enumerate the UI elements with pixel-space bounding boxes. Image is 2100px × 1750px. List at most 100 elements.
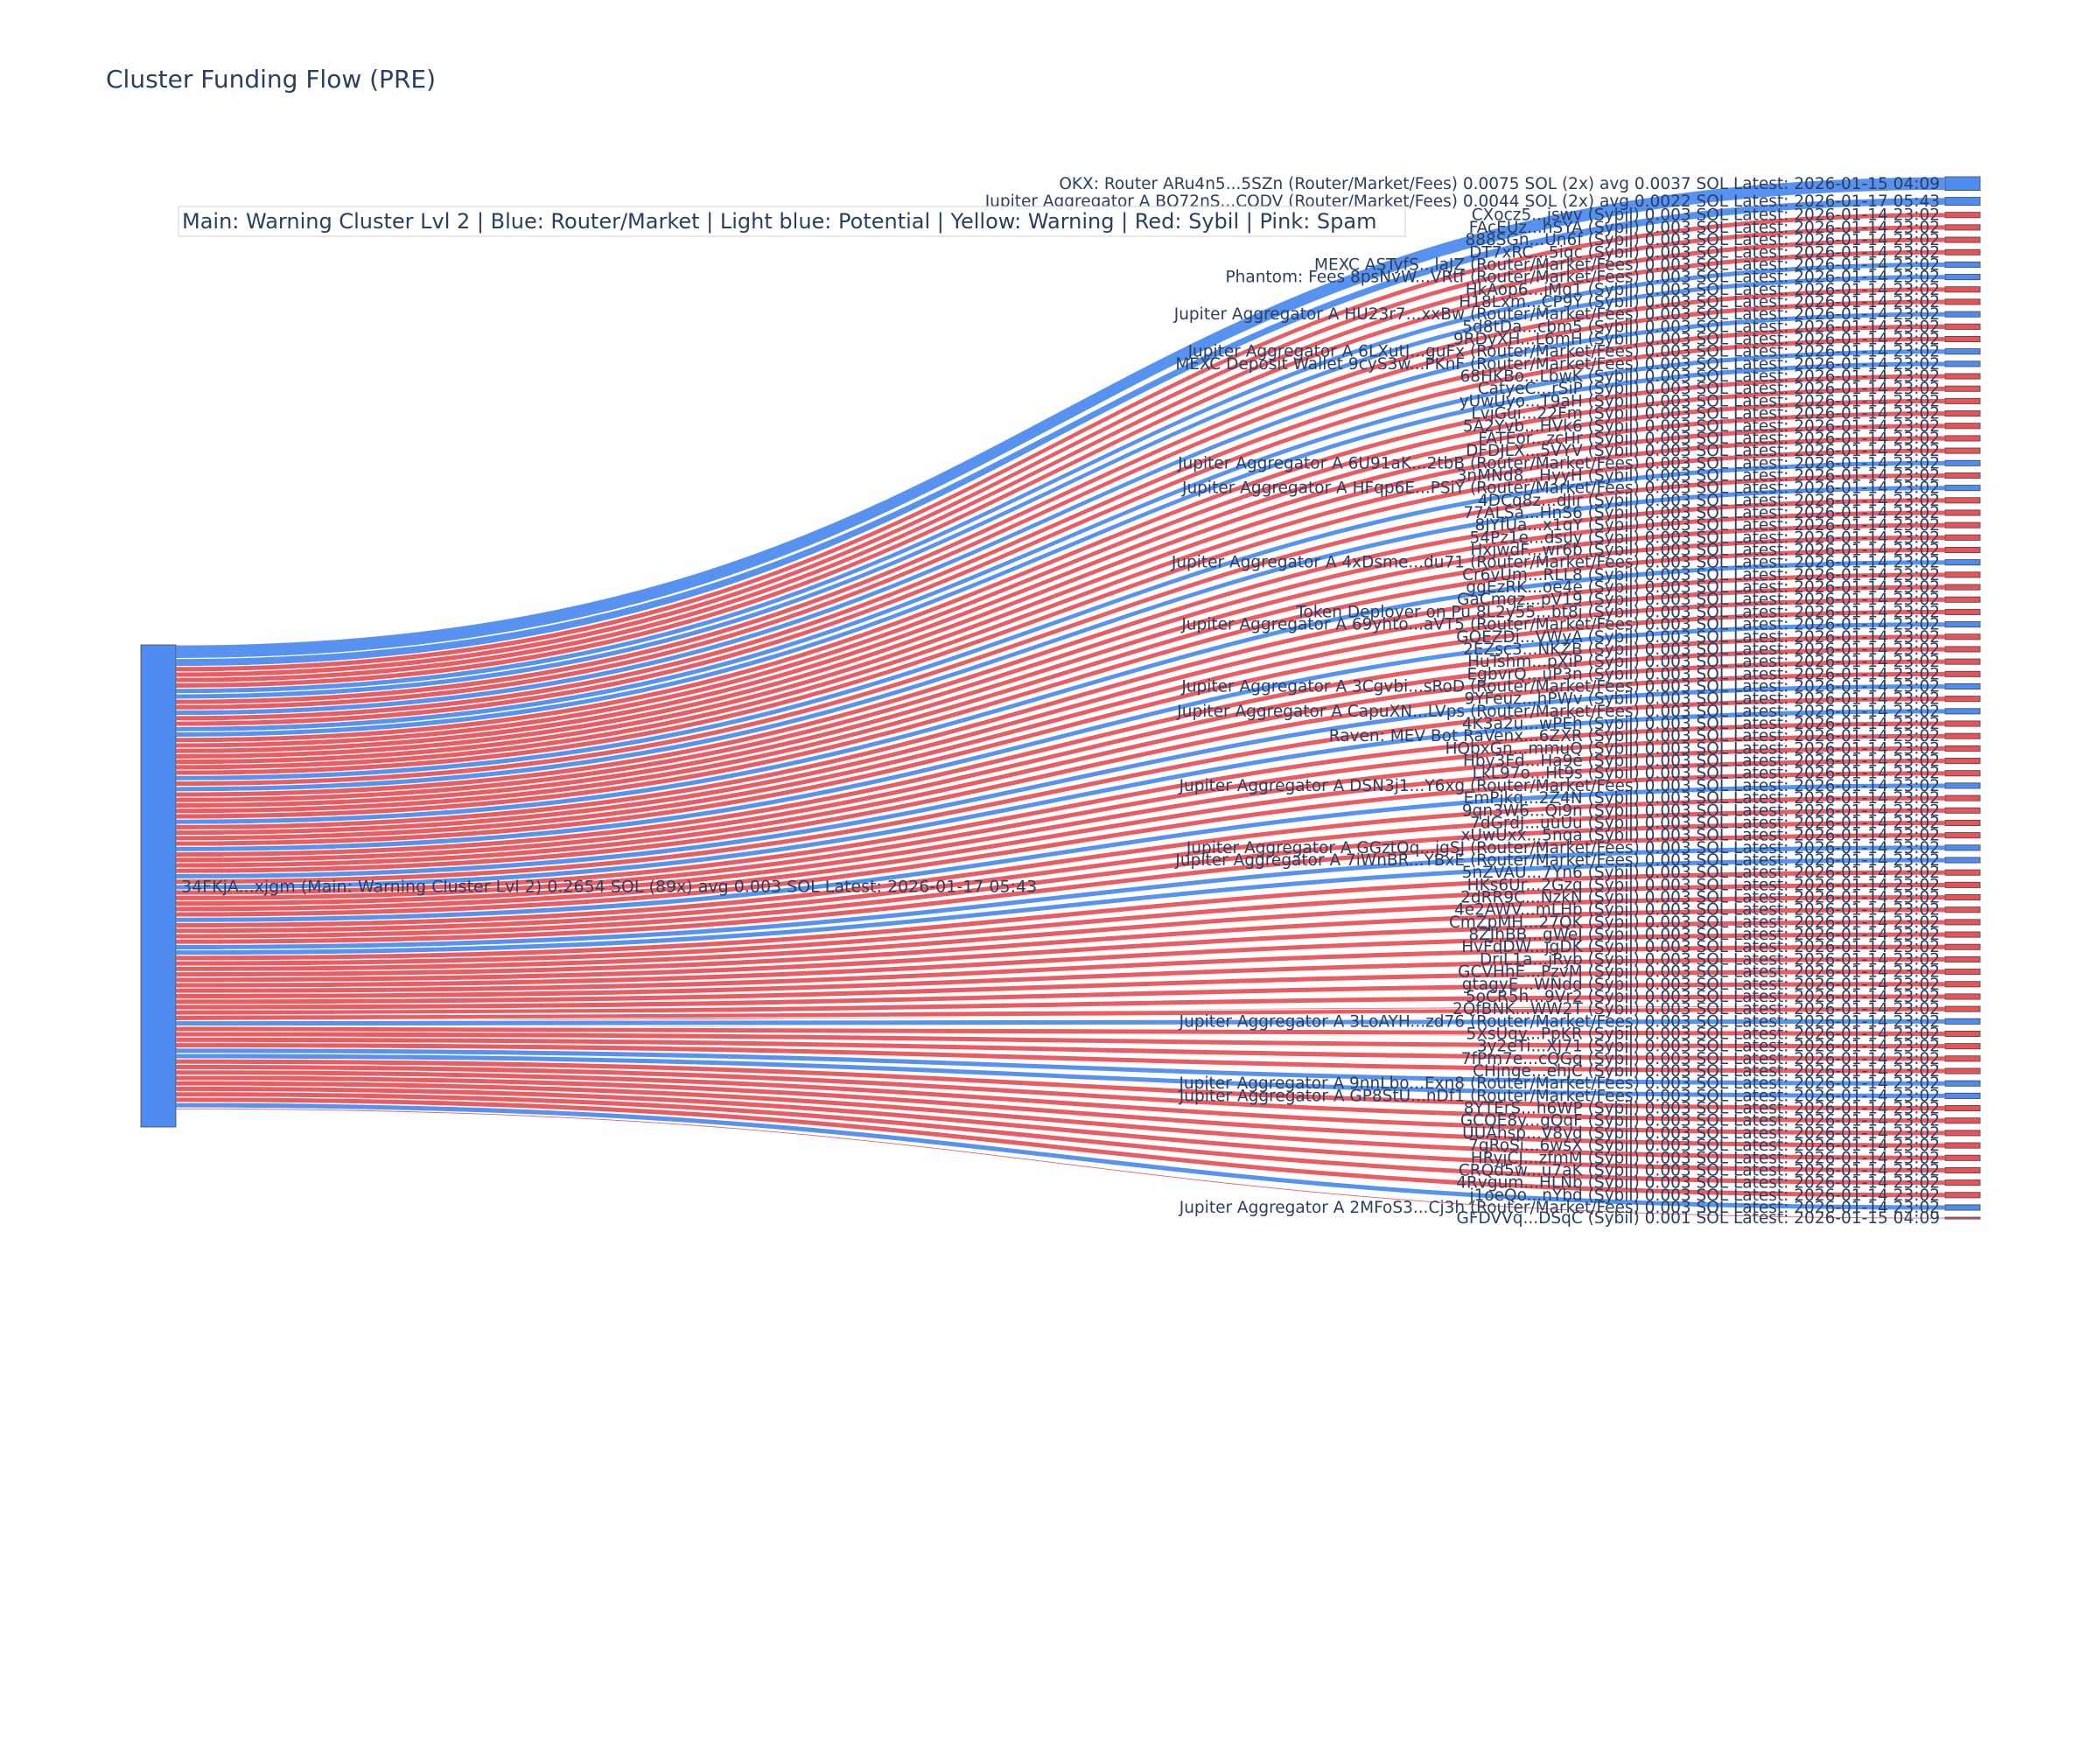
target-node-7[interactable] [1944,274,1981,281]
target-node-25[interactable] [1944,497,1981,504]
target-node-74[interactable] [1944,1105,1981,1112]
target-node-77[interactable] [1944,1142,1981,1149]
target-node-5[interactable] [1944,248,1981,256]
target-node-72[interactable] [1944,1080,1981,1087]
target-label-36: GQEZDi...VWyA (Sybil) 0.003 SOL Latest: … [1456,628,1940,647]
target-node-16[interactable] [1944,385,1981,392]
target-node-11[interactable] [1944,323,1981,330]
target-label-25: 4DCq8z...dJir (Sybil) 0.003 SOL Latest: … [1478,492,1940,510]
target-label-35: Jupiter Aggregator A 69yhto...aVT5 (Rout… [1180,616,1940,634]
target-node-31[interactable] [1944,571,1981,578]
source-node[interactable] [140,644,177,1128]
target-node-51[interactable] [1944,819,1981,826]
target-node-34[interactable] [1944,608,1981,615]
target-node-61[interactable] [1944,943,1981,950]
target-node-20[interactable] [1944,435,1981,442]
target-node-0[interactable] [1944,176,1981,191]
target-node-46[interactable] [1944,758,1981,765]
target-node-8[interactable] [1944,286,1981,293]
target-node-9[interactable] [1944,298,1981,305]
target-node-43[interactable] [1944,720,1981,727]
target-node-39[interactable] [1944,670,1981,677]
target-node-60[interactable] [1944,931,1981,938]
target-node-82[interactable] [1944,1204,1981,1211]
target-label-66: 2QfBNK...WW2T (Sybil) 0.003 SOL Latest: … [1452,1000,1940,1018]
target-node-17[interactable] [1944,397,1981,404]
target-node-40[interactable] [1944,682,1981,690]
target-node-33[interactable] [1944,596,1981,603]
target-node-56[interactable] [1944,881,1981,888]
target-node-58[interactable] [1944,906,1981,914]
target-node-83[interactable] [1944,1216,1981,1220]
target-node-10[interactable] [1944,311,1981,318]
target-node-38[interactable] [1944,658,1981,665]
target-node-62[interactable] [1944,956,1981,962]
target-node-54[interactable] [1944,857,1981,864]
target-node-30[interactable] [1944,559,1981,566]
target-node-14[interactable] [1944,360,1981,368]
target-node-1[interactable] [1944,197,1981,206]
target-node-81[interactable] [1944,1192,1981,1199]
target-node-69[interactable] [1944,1043,1981,1050]
target-label-11: 5d8tDa...cbm5 (Sybil) 0.003 SOL Latest: … [1462,318,1940,336]
target-node-26[interactable] [1944,509,1981,516]
target-node-41[interactable] [1944,696,1981,703]
target-node-12[interactable] [1944,335,1981,343]
target-node-53[interactable] [1944,844,1981,851]
target-node-21[interactable] [1944,447,1981,454]
target-node-71[interactable] [1944,1068,1981,1074]
target-node-24[interactable] [1944,485,1981,492]
target-node-4[interactable] [1944,236,1981,243]
target-node-67[interactable] [1944,1018,1981,1025]
target-node-79[interactable] [1944,1166,1981,1173]
target-label-27: 8JYfUa...x1qY (Sybil) 0.003 SOL Latest: … [1474,516,1940,535]
target-node-55[interactable] [1944,869,1981,876]
target-node-2[interactable] [1944,212,1981,219]
target-node-32[interactable] [1944,584,1981,591]
target-node-57[interactable] [1944,894,1981,901]
target-node-19[interactable] [1944,423,1981,430]
target-node-36[interactable] [1944,634,1981,640]
target-label-41: 9YFeuz...hPWv (Sybil) 0.003 SOL Latest: … [1464,690,1940,709]
target-node-35[interactable] [1944,621,1981,628]
target-node-27[interactable] [1944,522,1981,528]
target-node-76[interactable] [1944,1130,1981,1137]
target-node-49[interactable] [1944,794,1981,802]
target-node-23[interactable] [1944,472,1981,479]
target-node-59[interactable] [1944,919,1981,926]
target-node-64[interactable] [1944,981,1981,988]
target-label-73: Jupiter Aggregator A GP8StU...nDf1 (Rout… [1179,1087,1940,1105]
target-node-47[interactable] [1944,770,1981,777]
target-node-13[interactable] [1944,348,1981,355]
target-node-50[interactable] [1944,807,1981,814]
target-label-72: Jupiter Aggregator A 9nnLbo...Exn8 (Rout… [1178,1074,1940,1093]
target-label-70: 7fPm7e...cQGq (Sybil) 0.003 SOL Latest: … [1461,1050,1940,1068]
target-node-78[interactable] [1944,1154,1981,1161]
target-node-70[interactable] [1944,1055,1981,1062]
target-node-45[interactable] [1944,745,1981,752]
target-node-73[interactable] [1944,1092,1981,1099]
target-node-22[interactable] [1944,459,1981,466]
target-node-48[interactable] [1944,782,1981,789]
target-node-52[interactable] [1944,832,1981,839]
target-node-68[interactable] [1944,1030,1981,1038]
target-label-28: 54Pz1e...dsuy (Sybil) 0.003 SOL Latest: … [1470,528,1941,547]
target-node-42[interactable] [1944,708,1981,715]
target-label-12: 9RDyXH...L6mH (Sybil) 0.003 SOL Latest: … [1453,331,1940,349]
target-node-28[interactable] [1944,534,1981,541]
target-node-18[interactable] [1944,410,1981,417]
target-node-75[interactable] [1944,1117,1981,1124]
target-node-15[interactable] [1944,373,1981,380]
target-label-75: GCQE8y...gQqF (Sybil) 0.003 SOL Latest: … [1460,1112,1940,1130]
target-node-63[interactable] [1944,969,1981,976]
target-label-76: UUAhsp...V8yd (Sybil) 0.003 SOL Latest: … [1462,1124,1940,1143]
target-node-80[interactable] [1944,1180,1981,1186]
target-node-29[interactable] [1944,547,1981,554]
target-label-15: 68HKBo...LbwK (Sybil) 0.003 SOL Latest: … [1460,368,1940,386]
target-node-44[interactable] [1944,732,1981,739]
target-node-3[interactable] [1944,224,1981,231]
target-node-37[interactable] [1944,646,1981,653]
target-node-66[interactable] [1944,1005,1981,1012]
target-node-65[interactable] [1944,993,1981,1000]
target-node-6[interactable] [1944,261,1981,268]
